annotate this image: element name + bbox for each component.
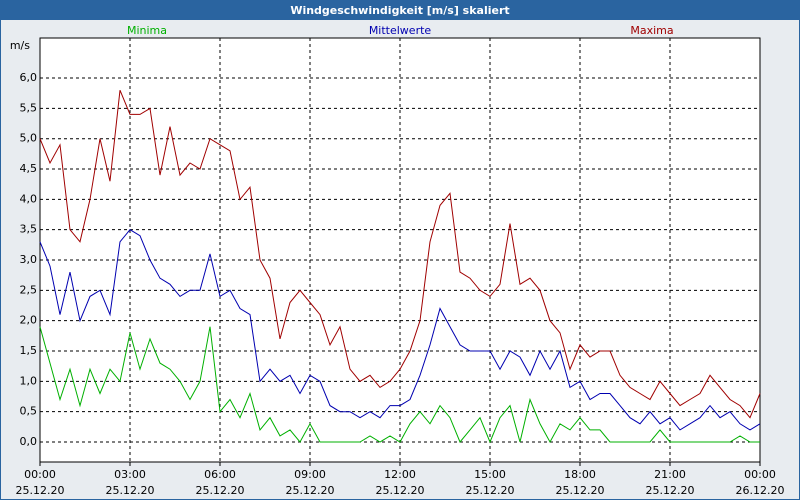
x-tick-date: 25.12.20 <box>16 484 65 497</box>
y-tick-label: 3,5 <box>20 223 38 236</box>
y-tick-label: 1,5 <box>20 344 38 357</box>
y-tick-label: 2,5 <box>20 283 38 296</box>
x-tick-date: 25.12.20 <box>196 484 245 497</box>
legend-entry: Mittelwerte <box>369 24 432 37</box>
series-line <box>39 326 760 444</box>
series-line <box>39 229 761 431</box>
x-tick-date: 25.12.20 <box>466 484 515 497</box>
x-tick-date: 26.12.20 <box>736 484 785 497</box>
series-line <box>39 90 761 419</box>
legend-entry: Minima <box>127 24 167 37</box>
x-tick-label: 00:00 <box>24 468 56 481</box>
x-tick-label: 15:00 <box>474 468 506 481</box>
x-tick-date: 25.12.20 <box>286 484 335 497</box>
x-tick-date: 25.12.20 <box>646 484 695 497</box>
x-tick-label: 21:00 <box>654 468 686 481</box>
y-tick-label: 5,0 <box>20 132 38 145</box>
y-tick-label: 2,0 <box>20 314 38 327</box>
chart-title: Windgeschwindigkeit [m/s] skaliert <box>290 4 509 17</box>
y-tick-label: 3,0 <box>20 253 38 266</box>
y-tick-label: 4,5 <box>20 162 38 175</box>
x-tick-date: 25.12.20 <box>376 484 425 497</box>
y-tick-label: 1,0 <box>20 374 38 387</box>
y-tick-label: 4,0 <box>20 192 38 205</box>
x-tick-label: 06:00 <box>204 468 236 481</box>
legend-entry: Maxima <box>630 24 673 37</box>
title-bar <box>0 0 800 20</box>
x-tick-label: 18:00 <box>564 468 596 481</box>
x-tick-label: 03:00 <box>114 468 146 481</box>
y-tick-label: 5,5 <box>20 101 38 114</box>
y-tick-label: 6,0 <box>20 71 38 84</box>
x-tick-date: 25.12.20 <box>556 484 605 497</box>
y-axis-label: m/s <box>10 39 30 52</box>
y-tick-label: 0,5 <box>20 405 38 418</box>
x-tick-date: 25.12.20 <box>106 484 155 497</box>
y-tick-label: 0,0 <box>20 435 38 448</box>
x-tick-label: 12:00 <box>384 468 416 481</box>
x-tick-label: 09:00 <box>294 468 326 481</box>
x-tick-label: 00:00 <box>744 468 776 481</box>
